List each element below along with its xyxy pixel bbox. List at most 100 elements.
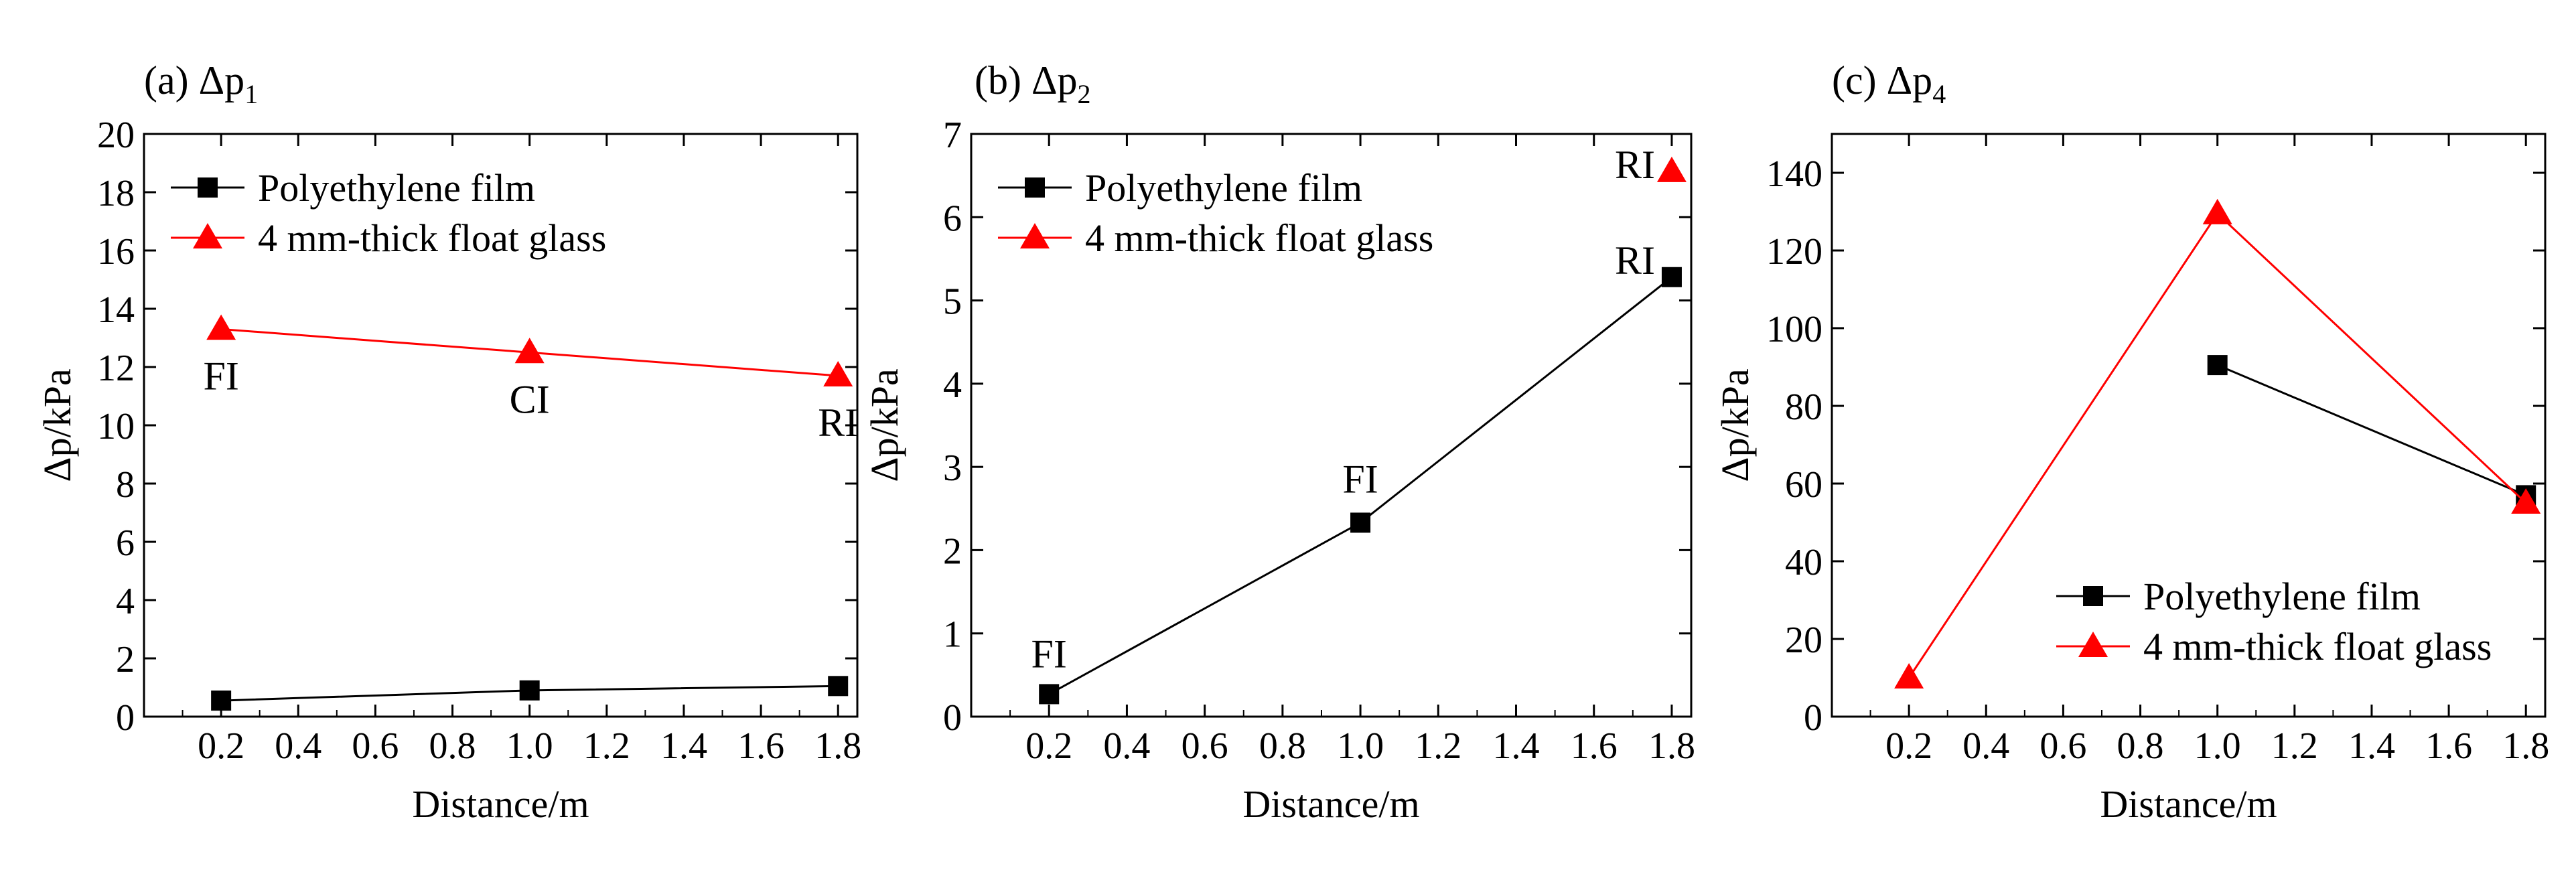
point-annotation: RI: [818, 401, 858, 445]
data-point-square: [519, 680, 540, 701]
x-tick-label: 0.2: [1025, 725, 1072, 767]
y-tick-label: 4: [943, 364, 962, 406]
y-tick-label: 0: [943, 697, 962, 739]
legend-marker-square: [198, 177, 218, 198]
x-tick-label: 1.0: [2194, 725, 2241, 767]
y-axis-label: Δp/kPa: [1713, 368, 1757, 482]
x-tick-label: 1.4: [660, 725, 707, 767]
legend-marker-square: [2083, 586, 2103, 606]
panel-title: (a) Δp1: [144, 58, 258, 109]
x-tick-label: 0.8: [429, 725, 476, 767]
data-point-square: [828, 676, 849, 697]
legend-marker-triangle: [193, 223, 222, 248]
y-tick-label: 100: [1766, 309, 1822, 350]
y-tick-label: 7: [943, 115, 962, 156]
legend-marker-square: [1025, 177, 1045, 198]
x-tick-label: 0.4: [1103, 725, 1150, 767]
y-tick-label: 1: [943, 614, 962, 656]
y-tick-label: 16: [97, 231, 135, 273]
x-tick-label: 0.6: [352, 725, 399, 767]
x-tick-label: 0.4: [275, 725, 321, 767]
x-tick-label: 1.8: [2502, 725, 2549, 767]
x-tick-label: 0.8: [2117, 725, 2164, 767]
legend-label: 4 mm-thick float glass: [2143, 625, 2492, 668]
x-tick-label: 1.2: [2271, 725, 2318, 767]
x-axis-label: Distance/m: [1242, 782, 1419, 826]
x-tick-label: 0.2: [1885, 725, 1932, 767]
y-tick-label: 12: [97, 348, 135, 389]
plot-frame: [970, 133, 1693, 718]
plot-frame: [1831, 133, 2547, 718]
x-tick-label: 1.2: [1415, 725, 1461, 767]
x-tick-label: 0.4: [1962, 725, 2009, 767]
data-point-square: [1661, 267, 1682, 287]
point-annotation: CI: [510, 377, 550, 421]
x-tick-label: 1.0: [506, 725, 553, 767]
x-tick-label: 1.6: [2425, 725, 2472, 767]
data-point-square: [1039, 684, 1060, 705]
y-tick-label: 3: [943, 447, 962, 489]
y-tick-label: 0: [1804, 697, 1822, 739]
panel-a: (a) Δp1 0.2 0.4 0.6 0.8 1.0 1.2 1.4 1.6 1.8 0 2 4 6 8 1…: [35, 58, 861, 826]
y-tick-label: 20: [1785, 620, 1822, 661]
legend-label: Polyethylene film: [258, 166, 535, 210]
data-point-triangle: [1894, 663, 1924, 688]
y-tick-label: 2: [943, 530, 962, 572]
data-point-triangle: [2202, 198, 2232, 224]
y-tick-label: 2: [116, 639, 135, 680]
data-point-triangle: [206, 314, 236, 340]
point-annotation: FI: [203, 354, 238, 398]
legend-label: 4 mm-thick float glass: [1085, 216, 1433, 260]
y-tick-label: 5: [943, 281, 962, 323]
legend-label: Polyethylene film: [2143, 575, 2421, 618]
y-tick-label: 80: [1785, 386, 1822, 428]
panel-b: (b) Δp2 0.2 0.4 0.6 0.8 1.0 1.2 1.4 1.6 1.8 0 1 2 3 4 5…: [863, 58, 1695, 826]
y-tick-label: 8: [116, 464, 135, 506]
x-tick-label: 1.8: [814, 725, 861, 767]
data-point-triangle: [1656, 156, 1687, 182]
y-tick-label: 120: [1766, 231, 1822, 273]
data-point-square: [2207, 355, 2228, 376]
y-tick-label: 14: [97, 289, 135, 331]
y-tick-label: 140: [1766, 153, 1822, 195]
x-tick-label: 1.0: [1337, 725, 1384, 767]
legend-label: Polyethylene film: [1085, 166, 1362, 210]
x-tick-label: 0.2: [198, 725, 244, 767]
x-tick-label: 1.6: [737, 725, 784, 767]
point-annotation: FI: [1031, 632, 1067, 676]
point-annotation: FI: [1342, 457, 1378, 501]
y-tick-label: 6: [116, 522, 135, 564]
data-point-triangle: [823, 361, 853, 387]
x-tick-label: 1.4: [2348, 725, 2395, 767]
x-tick-label: 0.8: [1259, 725, 1306, 767]
x-axis-label: Distance/m: [412, 782, 589, 826]
y-tick-label: 18: [97, 173, 135, 214]
data-point-square: [211, 691, 232, 711]
x-tick-label: 1.4: [1493, 725, 1540, 767]
y-tick-label: 0: [116, 697, 135, 739]
x-tick-label: 1.8: [1648, 725, 1695, 767]
x-axis-label: Distance/m: [2100, 782, 2277, 826]
x-tick-label: 1.2: [583, 725, 630, 767]
x-tick-label: 0.6: [2040, 725, 2086, 767]
data-point-triangle: [2511, 488, 2541, 514]
panel-title: (b) Δp2: [975, 58, 1091, 109]
point-annotation: RI: [1615, 238, 1655, 283]
series-line-0: [2217, 364, 2526, 496]
y-tick-label: 40: [1785, 542, 1822, 583]
y-tick-label: 10: [97, 406, 135, 447]
y-axis-label: Δp/kPa: [863, 368, 906, 482]
panel-title: (c) Δp4: [1832, 58, 1946, 109]
y-axis-label: Δp/kPa: [35, 368, 79, 482]
legend-marker-triangle: [2078, 632, 2108, 657]
legend-label: 4 mm-thick float glass: [258, 216, 606, 260]
y-tick-label: 60: [1785, 464, 1822, 506]
x-tick-label: 0.6: [1182, 725, 1228, 767]
data-point-square: [1350, 512, 1371, 533]
panel-c: (c) Δp4 0.2 0.4 0.6 0.8 1.0 1.2 1.4 1.6 1.8 0 20 40 6…: [1713, 58, 2549, 826]
x-tick-label: 1.6: [1571, 725, 1618, 767]
y-tick-label: 20: [97, 115, 135, 156]
y-tick-label: 4: [116, 581, 135, 622]
data-point-triangle: [514, 338, 545, 364]
